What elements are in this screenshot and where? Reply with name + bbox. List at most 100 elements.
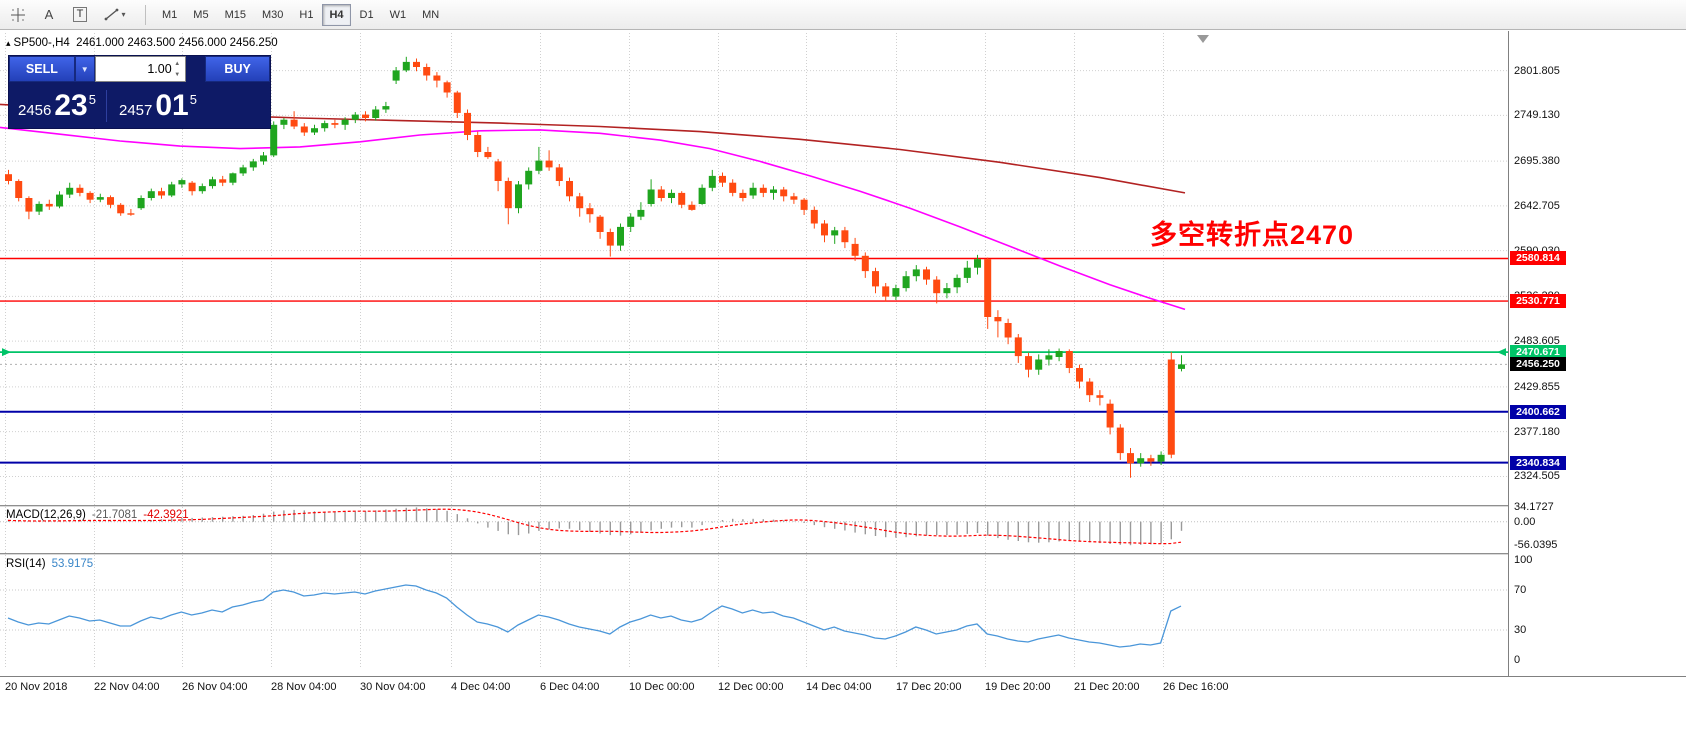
- candle: [902, 276, 910, 289]
- panel-separator[interactable]: [0, 553, 1686, 555]
- ask-price: 2457 01 5: [119, 90, 197, 121]
- candle: [1096, 395, 1104, 398]
- candle: [137, 198, 145, 209]
- macd-main-value: -21.7081: [91, 509, 138, 521]
- bid-sup: 5: [88, 91, 96, 107]
- main-chart-canvas[interactable]: [0, 33, 1508, 505]
- symbol-ohlc-text: SP500-,H4 2461.000 2463.500 2456.000 245…: [13, 37, 278, 49]
- candle: [1004, 323, 1012, 338]
- candle: [229, 173, 237, 183]
- candle: [76, 187, 84, 193]
- volume-input[interactable]: [95, 57, 174, 81]
- chart-annotation-text[interactable]: 多空转折点2470: [1150, 220, 1355, 250]
- text-label-tool-button[interactable]: A: [35, 3, 63, 27]
- time-axis[interactable]: 20 Nov 2018 22 Nov 04:00 26 Nov 04:00 28 No…: [0, 677, 1686, 753]
- candle: [780, 189, 788, 197]
- candle: [433, 75, 441, 81]
- candle: [474, 135, 482, 152]
- volume-field: ▲ ▼: [94, 56, 187, 82]
- timeframe-h4[interactable]: H4: [322, 3, 351, 26]
- chart-area[interactable]: ▴ SP500-,H4 2461.000 2463.500 2456.000 24…: [0, 31, 1686, 753]
- candle: [953, 277, 961, 288]
- rsi-line: [7, 584, 1182, 648]
- candle: [249, 161, 257, 168]
- macd-axis-label: 0.00: [1514, 516, 1536, 528]
- sell-button[interactable]: SELL: [9, 56, 75, 82]
- candle: [974, 259, 981, 268]
- text-box-tool-button[interactable]: T: [66, 3, 94, 27]
- candle: [1076, 368, 1083, 382]
- candle: [239, 167, 247, 174]
- chart-shift-marker-icon[interactable]: [1197, 35, 1209, 43]
- candle: [341, 119, 349, 125]
- candle: [882, 286, 890, 297]
- candle: [392, 70, 400, 81]
- window-marker-icon: ▴: [6, 38, 11, 48]
- macd-signal-value: -42.3921: [143, 509, 189, 521]
- drawing-tools-button[interactable]: ▾: [97, 3, 133, 27]
- candle: [382, 106, 390, 110]
- crosshair-tool-button[interactable]: [4, 3, 32, 27]
- buy-button[interactable]: BUY: [205, 56, 270, 82]
- time-axis-label: 4 Dec 04:00: [451, 681, 511, 693]
- timeframe-m30[interactable]: M30: [255, 4, 290, 26]
- timeframe-m5[interactable]: M5: [186, 4, 215, 26]
- price-badge: 2340.834: [1510, 456, 1566, 470]
- timeframe-toolbar: M1 M5 M15 M30 H1 H4 D1 W1 MN: [155, 3, 448, 26]
- crosshair-icon: [11, 7, 25, 22]
- spinner-down-icon[interactable]: ▼: [174, 71, 181, 78]
- candle: [984, 259, 992, 317]
- candle: [759, 187, 767, 193]
- chevron-down-icon: ▾: [121, 10, 126, 19]
- rsi-title: RSI(14) 53.9175: [6, 558, 93, 570]
- panel-separator[interactable]: [0, 505, 1686, 507]
- candle: [708, 175, 716, 188]
- candle: [168, 184, 176, 196]
- candle: [260, 155, 267, 162]
- ask-sup: 5: [189, 91, 197, 107]
- timeframe-d1[interactable]: D1: [353, 4, 381, 26]
- candle: [525, 170, 533, 185]
- candle: [861, 255, 869, 272]
- spinner-up-icon[interactable]: ▲: [174, 60, 181, 67]
- timeframe-mn[interactable]: MN: [415, 4, 446, 26]
- candle: [586, 208, 594, 215]
- candle: [96, 197, 104, 200]
- candle: [1167, 359, 1175, 455]
- price-axis-label: 2429.855: [1514, 381, 1560, 393]
- volume-spinner[interactable]: ▲ ▼: [171, 58, 183, 80]
- candle: [362, 114, 369, 118]
- time-axis-label: 10 Dec 00:00: [629, 681, 695, 693]
- timeframe-h1[interactable]: H1: [292, 4, 320, 26]
- timeframe-m15[interactable]: M15: [218, 4, 253, 26]
- time-axis-label: 26 Dec 16:00: [1163, 681, 1229, 693]
- rsi-panel-canvas[interactable]: [0, 555, 1508, 669]
- candle: [464, 112, 471, 135]
- candle: [56, 194, 63, 207]
- candle: [841, 230, 849, 243]
- macd-panel-canvas[interactable]: [0, 507, 1508, 553]
- trade-options-dropdown[interactable]: ▼: [74, 56, 95, 82]
- candle: [994, 317, 1002, 322]
- candle: [413, 61, 420, 67]
- text-box-icon: T: [72, 7, 88, 22]
- timeframe-m1[interactable]: M1: [155, 4, 184, 26]
- candle: [66, 187, 74, 195]
- time-axis-label: 6 Dec 04:00: [540, 681, 600, 693]
- candle: [158, 191, 165, 196]
- timeframe-w1[interactable]: W1: [383, 4, 414, 26]
- rsi-axis-label: 100: [1514, 554, 1533, 566]
- candle: [290, 119, 298, 127]
- time-axis-label: 19 Dec 20:00: [985, 681, 1051, 693]
- candle: [1106, 403, 1114, 428]
- time-axis-label: 14 Dec 04:00: [806, 681, 872, 693]
- candle: [147, 191, 155, 198]
- price-axis[interactable]: 2801.8052749.1302695.3802642.7052590.030…: [1508, 31, 1686, 676]
- candle: [1137, 458, 1145, 464]
- candle: [637, 209, 645, 217]
- macd-signal-line: [7, 508, 1182, 545]
- price-badge: 2470.671: [1510, 345, 1566, 359]
- line-arrow-icon: [1497, 348, 1506, 357]
- price-badge: 2456.250: [1510, 357, 1566, 371]
